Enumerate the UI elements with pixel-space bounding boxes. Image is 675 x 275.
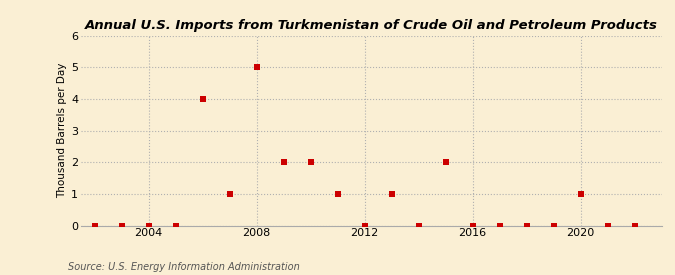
Point [251, 65, 262, 70]
Point [359, 223, 370, 228]
Point [548, 223, 559, 228]
Point [143, 223, 154, 228]
Point [575, 192, 586, 196]
Text: Source: U.S. Energy Information Administration: Source: U.S. Energy Information Administ… [68, 262, 299, 272]
Point [197, 97, 208, 101]
Point [170, 223, 181, 228]
Point [89, 223, 100, 228]
Point [413, 223, 424, 228]
Point [629, 223, 640, 228]
Point [440, 160, 451, 164]
Point [278, 160, 289, 164]
Title: Annual U.S. Imports from Turkmenistan of Crude Oil and Petroleum Products: Annual U.S. Imports from Turkmenistan of… [85, 19, 657, 32]
Point [386, 192, 397, 196]
Point [305, 160, 316, 164]
Point [116, 223, 127, 228]
Point [494, 223, 505, 228]
Point [467, 223, 478, 228]
Y-axis label: Thousand Barrels per Day: Thousand Barrels per Day [57, 63, 67, 198]
Point [602, 223, 613, 228]
Point [224, 192, 235, 196]
Point [332, 192, 343, 196]
Point [521, 223, 532, 228]
